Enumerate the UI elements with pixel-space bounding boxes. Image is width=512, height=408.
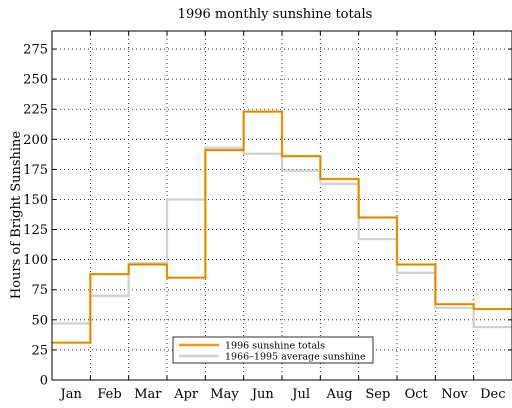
y-tick-label: 125 — [23, 223, 48, 238]
y-tick-label: 225 — [23, 103, 48, 118]
y-tick-label: 25 — [31, 343, 48, 358]
y-tick-label: 200 — [23, 133, 48, 148]
y-tick-label: 175 — [23, 163, 48, 178]
x-tick-label: Nov — [441, 387, 468, 402]
x-tick-label: May — [210, 387, 239, 402]
y-tick-label: 75 — [31, 283, 48, 298]
x-tick-label: Jun — [250, 387, 275, 402]
series-line-1996-edge — [52, 111, 512, 343]
y-tick-label: 150 — [23, 193, 48, 208]
x-tick-label: Feb — [97, 387, 121, 402]
x-tick-label: Mar — [134, 387, 162, 402]
y-tick-label: 250 — [23, 73, 48, 88]
y-tick-label: 0 — [40, 374, 48, 389]
chart-title: 1996 monthly sunshine totals — [178, 7, 373, 22]
y-tick-label: 100 — [23, 253, 48, 268]
y-tick-label: 275 — [23, 43, 48, 58]
axis-ticks: 0 25 50 75 100 125 150 175 200 225 250 275 Jan Feb Mar… — [23, 31, 512, 402]
legend-label: 1996 sunshine totals — [225, 341, 325, 352]
x-tick-label: Sep — [365, 387, 390, 402]
series-lines — [52, 110, 512, 344]
x-tick-label: Jul — [290, 387, 310, 402]
legend-label: 1966–1995 average sunshine — [225, 352, 366, 363]
x-tick-label: Dec — [480, 387, 505, 402]
x-tick-label: Aug — [325, 387, 352, 402]
y-axis-label: Hours of Bright Sunshine — [9, 131, 24, 300]
y-tick-label: 50 — [31, 313, 48, 328]
x-tick-label: Apr — [173, 387, 199, 402]
legend-box — [172, 336, 374, 364]
x-tick-label: Jan — [58, 387, 82, 402]
x-tick-label: Oct — [405, 387, 429, 402]
